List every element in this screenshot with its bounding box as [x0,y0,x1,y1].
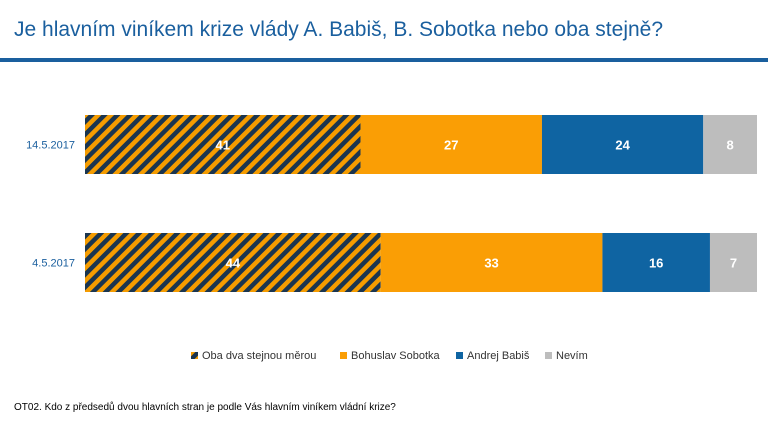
legend-label: Oba dva stejnou měrou [202,350,316,362]
legend-swatch [340,352,347,359]
legend-label: Andrej Babiš [467,350,530,362]
data-label: 24 [615,138,630,153]
bar-segment [85,233,381,292]
data-label: 27 [444,138,458,153]
bar-segment [703,115,757,174]
legend-label: Nevím [556,350,588,362]
question-footnote: OT02. Kdo z předsedů dvou hlavních stran… [14,402,396,413]
legend-swatch [191,352,198,359]
legend-label: Bohuslav Sobotka [351,350,441,362]
bar-segment [360,115,542,174]
data-label: 16 [649,256,663,271]
bar-segment [541,115,704,174]
bar-segment [602,233,710,292]
category-label: 4.5.2017 [32,258,75,270]
legend-swatch [545,352,552,359]
category-label: 14.5.2017 [26,140,75,152]
data-label: 7 [730,256,737,271]
data-label: 44 [226,256,241,271]
bar-segment [380,233,603,292]
bar-segment [85,115,361,174]
legend-swatch [456,352,463,359]
title-divider [0,58,768,62]
data-label: 41 [216,138,230,153]
data-label: 8 [727,138,734,153]
data-label: 33 [484,256,498,271]
chart-title: Je hlavním viníkem krize vlády A. Babiš,… [14,18,664,41]
bar-segment [709,233,757,292]
